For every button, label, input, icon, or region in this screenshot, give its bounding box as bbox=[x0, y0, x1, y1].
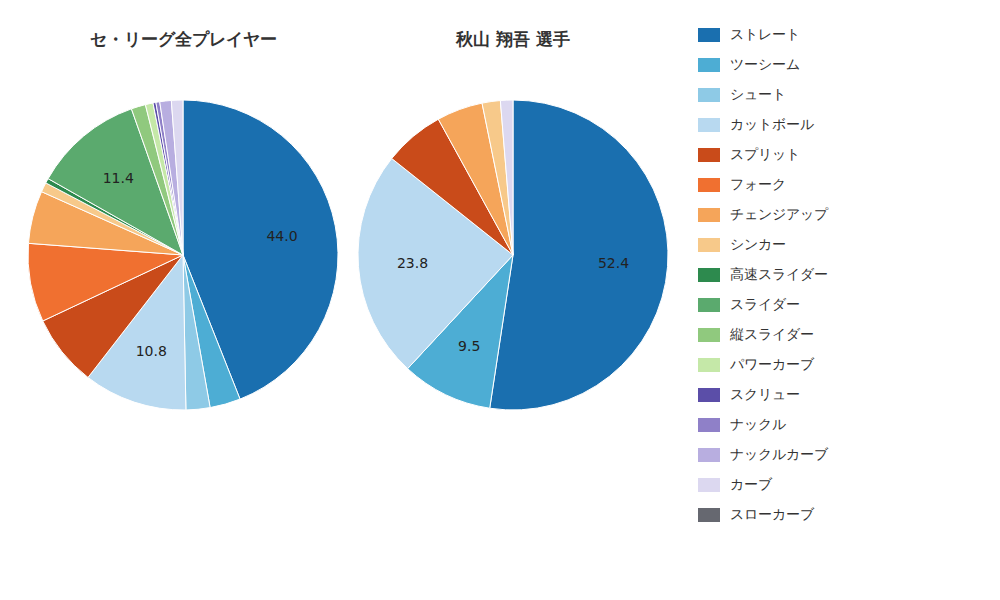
svg-text:52.4: 52.4 bbox=[598, 255, 629, 271]
html-text:ナックル: ナックル bbox=[730, 416, 786, 432]
html-text:スライダー: スライダー bbox=[730, 296, 800, 312]
html-text:ストレート: ストレート bbox=[730, 26, 800, 42]
html-text:スプリット: スプリット bbox=[730, 146, 800, 162]
svg-text:11.4: 11.4 bbox=[103, 170, 134, 186]
svg-text:10.8: 10.8 bbox=[136, 343, 167, 359]
html-text:セ・リーグ全プレイヤー: セ・リーグ全プレイヤー bbox=[89, 29, 277, 49]
html-text:縦スライダー: 縦スライダー bbox=[730, 326, 814, 342]
html-text:カットボール: カットボール bbox=[730, 116, 814, 132]
html-text:パワーカーブ: パワーカーブ bbox=[730, 356, 814, 372]
html-text:カーブ: カーブ bbox=[730, 476, 772, 492]
svg-text:9.5: 9.5 bbox=[458, 338, 480, 354]
html-text:スローカーブ: スローカーブ bbox=[730, 506, 814, 522]
html-text:秋山 翔吾 選手: 秋山 翔吾 選手 bbox=[456, 29, 570, 49]
html-text:チェンジアップ: チェンジアップ bbox=[730, 206, 828, 222]
html-text:シュート: シュート bbox=[730, 86, 786, 102]
html-text:シンカー: シンカー bbox=[730, 236, 786, 252]
svg-text:23.8: 23.8 bbox=[397, 255, 428, 271]
svg-text:44.0: 44.0 bbox=[266, 228, 297, 244]
html-text:ナックルカーブ: ナックルカーブ bbox=[730, 446, 828, 462]
html-text:高速スライダー: 高速スライダー bbox=[730, 266, 828, 282]
html-text:スクリュー: スクリュー bbox=[730, 386, 800, 402]
html-text:ツーシーム: ツーシーム bbox=[730, 56, 800, 72]
html-text:フォーク: フォーク bbox=[730, 176, 786, 192]
